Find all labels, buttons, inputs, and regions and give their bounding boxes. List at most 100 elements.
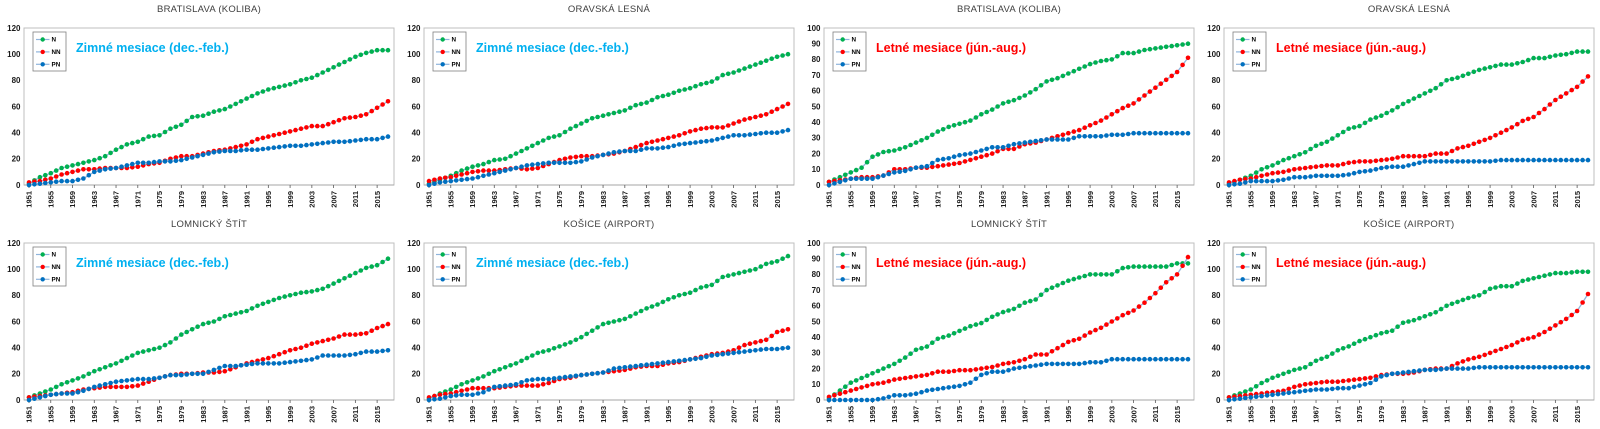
svg-text:NN: NN [1252,264,1262,271]
plot-border [23,27,395,186]
svg-text:20: 20 [412,370,421,379]
chart-bratislava-koliba-winter: BRATISLAVA (KOLIBA) Zimné mesiace (dec.-… [0,0,400,214]
svg-text:2003: 2003 [1508,191,1517,208]
svg-text:1971: 1971 [1334,191,1343,208]
svg-text:90: 90 [812,255,821,264]
svg-text:1999: 1999 [1086,191,1095,208]
svg-text:1991: 1991 [242,191,251,208]
svg-text:1971: 1971 [534,406,543,423]
svg-text:1999: 1999 [1486,406,1495,423]
svg-text:2011: 2011 [751,406,760,422]
svg-text:0: 0 [16,181,21,190]
svg-text:1991: 1991 [642,191,651,208]
svg-text:N: N [1252,252,1257,259]
season-annotation: Letné mesiace (jún.-aug.) [1276,41,1427,55]
svg-text:1959: 1959 [1268,406,1277,423]
svg-text:40: 40 [412,343,421,352]
svg-text:120: 120 [407,24,421,33]
svg-text:1971: 1971 [134,191,143,208]
x-axis-ticks: 1951 1955 1959 1963 1967 1971 1975 1979 1983 1987… [1225,185,1582,208]
svg-text:2015: 2015 [1573,406,1582,423]
svg-text:2007: 2007 [329,191,338,208]
svg-text:1983: 1983 [1399,191,1408,208]
svg-text:40: 40 [12,343,21,352]
svg-text:80: 80 [812,55,821,64]
svg-text:0: 0 [816,181,821,190]
svg-text:40: 40 [412,128,421,137]
svg-text:2007: 2007 [729,191,738,208]
svg-text:1987: 1987 [221,191,230,208]
svg-text:2011: 2011 [351,406,360,422]
svg-text:50: 50 [812,102,821,111]
svg-text:120: 120 [7,239,21,248]
chart-lomnicky-stit-summer: LOMNICKÝ ŠTÍT Letné mesiace (jún.-aug.) … [800,215,1200,429]
svg-text:2015: 2015 [1173,406,1182,423]
svg-text:20: 20 [412,155,421,164]
svg-text:1975: 1975 [555,191,564,208]
svg-text:60: 60 [812,302,821,311]
svg-text:120: 120 [1207,24,1221,33]
chart-title: LOMNICKÝ ŠTÍT [170,219,248,230]
svg-text:PN: PN [52,277,61,284]
svg-text:NN: NN [452,49,462,56]
svg-text:90: 90 [812,40,821,49]
svg-text:1967: 1967 [912,406,921,423]
svg-text:1963: 1963 [890,191,899,208]
y-axis-ticks: 0 10 20 30 40 50 60 70 80 90 100 [807,239,821,405]
svg-text:1951: 1951 [425,191,434,208]
svg-text:2015: 2015 [773,406,782,423]
svg-text:1991: 1991 [642,406,651,423]
svg-text:100: 100 [7,50,21,59]
svg-text:2015: 2015 [1173,191,1182,208]
svg-text:1963: 1963 [490,191,499,208]
svg-text:1959: 1959 [468,191,477,208]
svg-text:1967: 1967 [1312,191,1321,208]
svg-text:NN: NN [852,264,862,271]
svg-text:60: 60 [412,317,421,326]
svg-text:1987: 1987 [221,406,230,423]
svg-text:N: N [52,37,57,44]
svg-text:1979: 1979 [1377,406,1386,423]
season-annotation: Zimné mesiace (dec.-feb.) [76,256,229,270]
svg-text:120: 120 [407,239,421,248]
svg-text:100: 100 [407,50,421,59]
svg-text:2003: 2003 [708,191,717,208]
svg-text:1959: 1959 [868,406,877,423]
series-NN [1226,74,1591,185]
svg-text:NN: NN [452,264,462,271]
svg-text:40: 40 [1212,343,1221,352]
svg-text:1983: 1983 [999,191,1008,208]
svg-text:1987: 1987 [1421,191,1430,208]
svg-text:1979: 1979 [577,406,586,423]
svg-text:1983: 1983 [599,406,608,423]
svg-text:1979: 1979 [177,191,186,208]
svg-text:1959: 1959 [68,406,77,423]
chart-oravska-lesna-summer: ORAVSKÁ LESNÁ Letné mesiace (jún.-aug.) … [1200,0,1600,214]
svg-text:0: 0 [1216,181,1221,190]
y-axis-ticks: 0 20 40 60 80 100 120 [1207,24,1221,190]
svg-text:1987: 1987 [621,191,630,208]
svg-text:1979: 1979 [177,406,186,423]
svg-text:2011: 2011 [1151,406,1160,422]
chart-oravska-lesna-winter: ORAVSKÁ LESNÁ Zimné mesiace (dec.-feb.) … [400,0,800,214]
y-axis-ticks: 0 20 40 60 80 100 120 [407,24,421,190]
svg-text:1959: 1959 [68,191,77,208]
svg-text:0: 0 [16,396,21,405]
season-annotation: Letné mesiace (jún.-aug.) [876,41,1027,55]
svg-text:1963: 1963 [90,191,99,208]
svg-text:100: 100 [807,24,821,33]
svg-text:1979: 1979 [577,191,586,208]
chart-title: BRATISLAVA (KOLIBA) [156,4,261,15]
svg-text:10: 10 [812,380,821,389]
svg-text:20: 20 [1212,155,1221,164]
chart-title: KOŠICE (AIRPORT) [563,219,655,230]
svg-text:70: 70 [812,286,821,295]
svg-text:2011: 2011 [351,191,360,207]
svg-text:50: 50 [812,317,821,326]
svg-text:2015: 2015 [373,406,382,423]
svg-text:1991: 1991 [1442,406,1451,423]
svg-text:1971: 1971 [134,406,143,423]
